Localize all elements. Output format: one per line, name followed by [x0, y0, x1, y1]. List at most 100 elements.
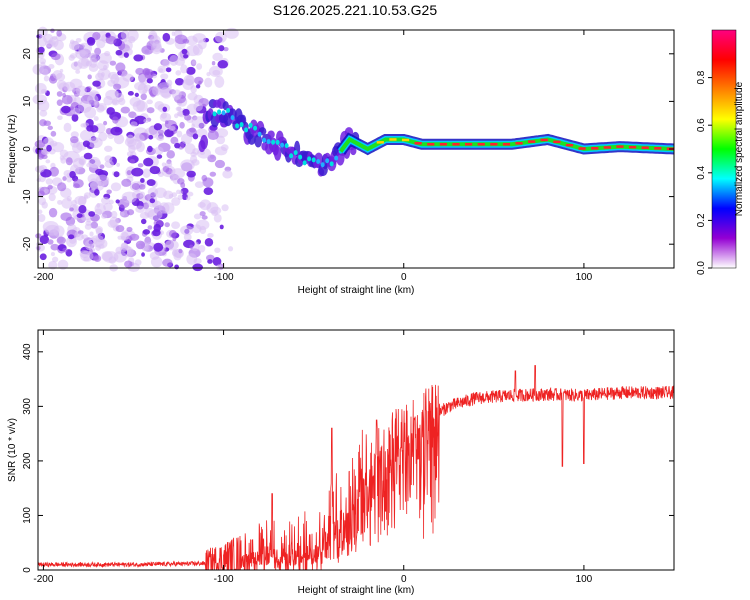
- spectrogram-noise-blob: [71, 142, 83, 154]
- spectrogram-noise-blob: [60, 157, 67, 164]
- spectrogram-noise-blob: [141, 252, 145, 257]
- spectrogram-ridge-blob: [289, 153, 294, 159]
- spectrogram-noise-blob: [181, 48, 188, 55]
- spectrogram-noise-blob: [142, 168, 151, 178]
- spectrogram-ridge-blob: [212, 111, 217, 117]
- spectrogram-noise-blob: [158, 68, 164, 73]
- spectrogram-noise-blob: [169, 55, 179, 66]
- spectrogram-noise-blob: [78, 158, 86, 165]
- spectrogram-noise-blob: [50, 252, 55, 257]
- spectrogram-noise-blob: [114, 90, 119, 96]
- spectrogram-ridge-blob: [271, 139, 276, 145]
- spectrogram-ridge-blob: [244, 127, 249, 133]
- spectrogram-noise-blob: [122, 73, 134, 82]
- spectrogram-noise-blob: [99, 164, 105, 169]
- spectrogram-ridge-blob: [325, 158, 330, 164]
- spectrogram-noise-blob: [57, 199, 63, 205]
- spectrogram-noise-blob: [94, 47, 102, 56]
- spectrogram-noise-blob: [95, 227, 103, 236]
- spectrogram-noise-blob: [42, 137, 54, 148]
- spectrogram-noise-blob: [96, 38, 106, 49]
- spectrogram-ridge-blob: [239, 122, 244, 128]
- spectrogram-noise-blob: [123, 52, 129, 58]
- spectrogram-noise-blob: [83, 152, 93, 160]
- spectrogram-noise-blob: [115, 62, 126, 73]
- spectrogram-noise-blob: [93, 116, 99, 121]
- spectrogram-noise-blob: [120, 30, 130, 40]
- spectrogram-noise-blob: [140, 218, 147, 225]
- spectrogram-noise-blob: [160, 112, 167, 119]
- spectrogram-noise-blob: [131, 182, 141, 190]
- spectrogram-ridge-blob: [350, 146, 357, 156]
- spectrogram-noise-blob: [104, 155, 113, 163]
- spectrogram-noise-blob: [34, 140, 46, 149]
- spectrogram-noise-blob: [92, 31, 101, 41]
- spectrogram-ridge-blob: [284, 143, 289, 149]
- spectrogram-noise-blob: [149, 198, 156, 204]
- spectrogram-noise-blob: [51, 256, 59, 263]
- spectrogram-noise-blob: [68, 234, 75, 240]
- spectrogram-noise-blob: [217, 59, 229, 69]
- spectrogram-noise-blob: [147, 187, 159, 197]
- spectrogram-noise-blob: [212, 52, 223, 62]
- spectrogram-noise-blob: [201, 174, 208, 182]
- spectrogram-noise-blob: [134, 115, 147, 125]
- spectrogram-ridge-blob: [280, 142, 285, 148]
- spectrogram-noise-blob: [186, 170, 196, 178]
- spectrogram-ridge-blob: [217, 109, 222, 115]
- spectrogram-noise-blob: [221, 204, 229, 212]
- spectrogram-noise-blob: [164, 239, 179, 251]
- spectrogram-noise-blob: [182, 108, 190, 117]
- colorbar-tick-label: 0.8: [696, 70, 707, 84]
- snr-y-ticks: 0 100 200 300 400: [22, 343, 674, 573]
- spectrogram-noise-blob: [179, 190, 183, 195]
- spectrogram-noise-blob: [213, 213, 222, 223]
- spectrogram-noise-blob: [170, 176, 175, 182]
- spectrogram-noise-blob: [62, 81, 76, 92]
- y-tick-label: 10: [22, 95, 33, 107]
- spectrogram-noise-blob: [39, 253, 47, 261]
- spectrogram-noise-blob: [102, 251, 119, 263]
- snr-xlabel: Height of straight line (km): [298, 585, 415, 596]
- spectrogram-noise-blob: [204, 237, 214, 247]
- spectrogram-noise-blob: [224, 27, 239, 39]
- spectrogram-noise-blob: [140, 178, 145, 183]
- spectrogram-noise-blob: [162, 258, 173, 267]
- spectrogram-noise-blob: [168, 193, 174, 199]
- y-tick-label: 300: [22, 398, 33, 415]
- spectrogram-noise-blob: [166, 150, 176, 159]
- spectrogram-noise-blob: [37, 99, 50, 112]
- spectrogram-noise-blob: [116, 162, 120, 167]
- spectrogram-noise-blob: [220, 144, 229, 152]
- spectrogram-noise-blob: [193, 213, 202, 220]
- spectrogram-noise-blob: [60, 105, 71, 114]
- y-tick-label: 0: [22, 146, 33, 152]
- spectrogram-noise-blob: [171, 197, 181, 206]
- spectrogram-noise-blob: [205, 254, 215, 262]
- spectrogram-noise-blob: [168, 125, 176, 131]
- spectrogram-noise-blob: [110, 126, 123, 136]
- spectrogram-noise-blob: [129, 96, 141, 107]
- y-tick-label: -20: [22, 237, 33, 252]
- spectrogram-noise-blob: [42, 33, 54, 43]
- spectrogram-noise-blob: [101, 197, 110, 205]
- spectrogram-noise-blob: [69, 207, 74, 212]
- spectrogram-noise-blob: [149, 165, 161, 175]
- spectrogram-noise-blob: [153, 242, 164, 252]
- spectrogram-noise-blob: [227, 246, 234, 252]
- spectrogram-noise-blob: [146, 107, 155, 114]
- spectrogram-noise-blob: [75, 49, 89, 60]
- spectrogram-noise-blob: [59, 149, 69, 158]
- spectrogram-noise-blob: [119, 211, 125, 217]
- spectrogram-noise-blob: [183, 54, 189, 59]
- spectrogram-ridge-blob: [273, 145, 282, 161]
- y-tick-label: 100: [22, 507, 33, 524]
- x-tick-label: -200: [33, 272, 53, 283]
- spectrogram-noise-blob: [98, 131, 108, 142]
- spectrogram-noise-blob: [189, 244, 194, 250]
- spectrogram-noise-blob: [105, 128, 113, 135]
- spectrogram-noise-blob: [186, 191, 194, 197]
- spectrogram-noise-blob: [86, 37, 96, 46]
- spectrogram-noise-blob: [71, 113, 79, 122]
- spectrogram-noise-blob: [48, 260, 58, 270]
